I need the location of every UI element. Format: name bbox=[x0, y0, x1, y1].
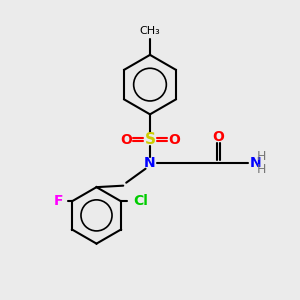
Text: CH₃: CH₃ bbox=[140, 26, 160, 36]
Text: O: O bbox=[212, 130, 224, 144]
Text: N: N bbox=[250, 156, 261, 170]
Text: F: F bbox=[54, 194, 63, 208]
Text: O: O bbox=[120, 133, 132, 147]
Text: H: H bbox=[257, 150, 266, 163]
Text: N: N bbox=[144, 156, 156, 170]
Text: Cl: Cl bbox=[133, 194, 148, 208]
Text: S: S bbox=[145, 132, 155, 147]
Text: H: H bbox=[257, 164, 266, 176]
Text: O: O bbox=[168, 133, 180, 147]
